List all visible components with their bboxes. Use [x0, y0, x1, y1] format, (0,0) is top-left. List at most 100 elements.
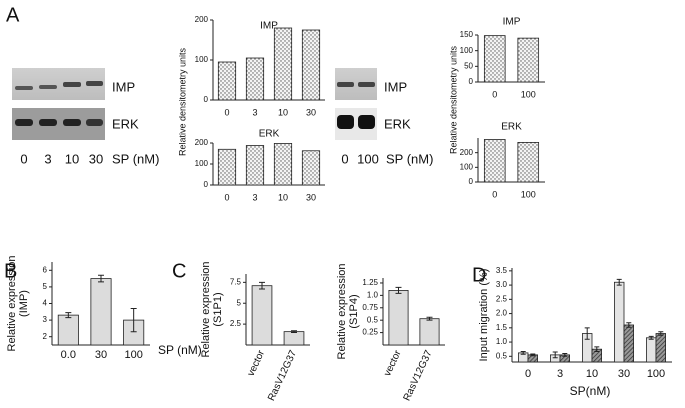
bar [301, 150, 321, 186]
y-tick-label: 100 [195, 55, 209, 64]
bar [483, 139, 506, 183]
bar [90, 278, 112, 346]
error-bar [291, 330, 297, 333]
panel-letter: D [472, 264, 486, 286]
x-tick-label: 30 [618, 368, 630, 380]
y-tick-label: 5 [43, 282, 48, 291]
blot-row-label: IMP [384, 79, 407, 94]
y-tick-label: 100 [460, 46, 474, 55]
bar [283, 331, 305, 346]
y-tick-label: 200 [195, 138, 209, 147]
blot-right [335, 68, 377, 140]
y-axis-label: Relative expression [6, 256, 18, 352]
x-tick-label: 100 [521, 89, 536, 99]
y-tick-label: 1.0 [496, 337, 508, 346]
y-tick-label: 0 [469, 177, 474, 186]
y-tick-label: 50 [464, 61, 473, 70]
bar [245, 145, 265, 186]
error-bar [530, 353, 536, 357]
bar [419, 318, 440, 346]
error-bar [520, 350, 526, 355]
y-axis-label: (IMP) [18, 290, 30, 317]
error-bar [395, 286, 402, 294]
y-tick-label: 0.5 [496, 351, 508, 360]
lane-label: 3 [44, 151, 51, 166]
blot-left [12, 68, 105, 140]
x-tick-label: 100 [647, 368, 665, 380]
error-bar [616, 278, 622, 286]
x-tick-label: RasV12G37 [266, 348, 299, 402]
error-bar [552, 351, 558, 359]
bar [217, 61, 237, 101]
y-tick-label: 0.75 [362, 303, 378, 312]
x-tick-label: 0 [492, 89, 497, 99]
error-bar [562, 352, 568, 357]
error-bar [98, 274, 104, 283]
x-tick-label: vector [382, 348, 404, 378]
y-tick-label: 1.5 [496, 323, 508, 332]
bar [655, 333, 667, 363]
lane-label: 0 [20, 151, 27, 166]
bar [483, 35, 506, 83]
lane-label: 0 [341, 151, 348, 166]
error-bar [626, 322, 632, 328]
bar [245, 57, 265, 101]
bar [217, 148, 237, 186]
y-tick-label: 5 [237, 298, 242, 307]
x-tick-label: 0 [525, 368, 531, 380]
panel-letter: C [172, 260, 186, 282]
bar [614, 281, 625, 363]
x-tick-label: 30 [306, 192, 316, 202]
x-tick-label: 10 [278, 107, 288, 117]
bar [273, 143, 293, 186]
bar [517, 141, 540, 183]
chart-title: ERK [259, 129, 280, 140]
x-axis-label: SP(nM) [570, 384, 611, 398]
y-axis-label: Relative densitometry units [177, 47, 187, 156]
x-tick-label: 30 [306, 107, 316, 117]
bar [273, 27, 293, 101]
panel-letter: B [4, 260, 17, 282]
lane-label: 100 [357, 151, 379, 166]
x-axis-label: SP (nM) [158, 343, 202, 357]
panel-letter: A [6, 4, 20, 26]
x-tick-label: 30 [95, 349, 107, 361]
error-bar [259, 281, 265, 290]
y-tick-label: 3.5 [496, 266, 508, 275]
bar [57, 314, 79, 346]
y-axis-label: Relative densitometry units [448, 45, 458, 154]
chart-title: IMP [503, 17, 521, 28]
y-axis-label: Relative expression [336, 264, 348, 360]
error-bar [648, 335, 654, 340]
x-tick-label: 100 [521, 189, 536, 199]
y-tick-label: 2.5 [496, 294, 508, 303]
y-tick-label: 7.5 [230, 277, 242, 286]
y-axis-label: (S1P4) [348, 294, 360, 328]
error-bar [594, 346, 600, 352]
y-axis-label: Relative expression [200, 262, 212, 358]
bar [251, 285, 273, 346]
y-tick-label: 150 [460, 30, 474, 39]
error-bar [130, 307, 137, 333]
blot-row-label: ERK [384, 116, 411, 131]
y-tick-label: 4 [43, 299, 48, 308]
x-tick-label: RasV12G37 [402, 348, 435, 402]
chart-title: IMP [260, 21, 278, 32]
x-tick-label: vector [246, 348, 268, 378]
blot-row-label: ERK [112, 116, 139, 131]
y-tick-label: 2.0 [496, 309, 508, 318]
x-tick-label: 0 [224, 192, 229, 202]
y-tick-label: 200 [195, 15, 209, 24]
x-tick-label: 100 [124, 349, 142, 361]
y-tick-label: 6 [43, 265, 48, 274]
y-tick-label: 2 [43, 332, 48, 341]
y-tick-label: 0.25 [362, 328, 378, 337]
y-axis-label: (S1P1) [212, 292, 224, 326]
bar [623, 324, 635, 363]
y-tick-label: 3 [43, 315, 48, 324]
y-tick-label: 100 [460, 162, 474, 171]
x-tick-label: 0.0 [61, 349, 76, 361]
error-bar [584, 327, 590, 340]
bar [388, 290, 409, 346]
